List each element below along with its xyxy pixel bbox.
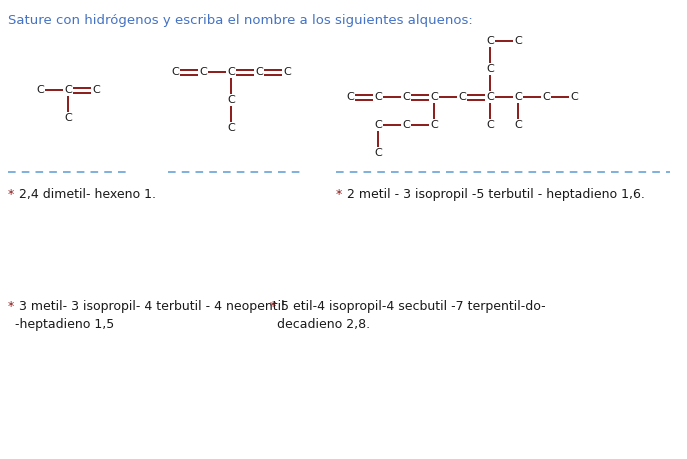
- Text: C: C: [374, 148, 382, 158]
- Text: C: C: [64, 113, 72, 123]
- Text: C: C: [486, 120, 494, 130]
- Text: C: C: [171, 67, 179, 77]
- Text: C: C: [374, 120, 382, 130]
- Text: C: C: [486, 64, 494, 74]
- Text: C: C: [402, 120, 410, 130]
- Text: 3 metil- 3 isopropil- 4 terbutil - 4 neopentil
-heptadieno 1,5: 3 metil- 3 isopropil- 4 terbutil - 4 neo…: [15, 300, 284, 331]
- Text: *: *: [8, 300, 14, 313]
- Text: C: C: [374, 92, 382, 102]
- Text: C: C: [36, 85, 44, 95]
- Text: *: *: [336, 188, 342, 201]
- Text: C: C: [514, 36, 522, 46]
- Text: C: C: [542, 92, 550, 102]
- Text: C: C: [430, 120, 438, 130]
- Text: 5 etil-4 isopropil-4 secbutil -7 terpentil-do-
decadieno 2,8.: 5 etil-4 isopropil-4 secbutil -7 terpent…: [277, 300, 545, 331]
- Text: C: C: [92, 85, 100, 95]
- Text: Sature con hidrógenos y escriba el nombre a los siguientes alquenos:: Sature con hidrógenos y escriba el nombr…: [8, 14, 473, 27]
- Text: C: C: [227, 95, 235, 105]
- Text: C: C: [486, 92, 494, 102]
- Text: C: C: [346, 92, 354, 102]
- Text: C: C: [255, 67, 263, 77]
- Text: C: C: [514, 120, 522, 130]
- Text: C: C: [486, 36, 494, 46]
- Text: 2,4 dimetil- hexeno 1.: 2,4 dimetil- hexeno 1.: [15, 188, 156, 201]
- Text: C: C: [458, 92, 466, 102]
- Text: C: C: [402, 92, 410, 102]
- Text: C: C: [570, 92, 578, 102]
- Text: C: C: [227, 67, 235, 77]
- Text: C: C: [283, 67, 291, 77]
- Text: *: *: [8, 188, 14, 201]
- Text: *: *: [270, 300, 276, 313]
- Text: C: C: [64, 85, 72, 95]
- Text: 2 metil - 3 isopropil -5 terbutil - heptadieno 1,6.: 2 metil - 3 isopropil -5 terbutil - hept…: [343, 188, 645, 201]
- Text: C: C: [430, 92, 438, 102]
- Text: C: C: [514, 92, 522, 102]
- Text: C: C: [199, 67, 207, 77]
- Text: C: C: [227, 123, 235, 133]
